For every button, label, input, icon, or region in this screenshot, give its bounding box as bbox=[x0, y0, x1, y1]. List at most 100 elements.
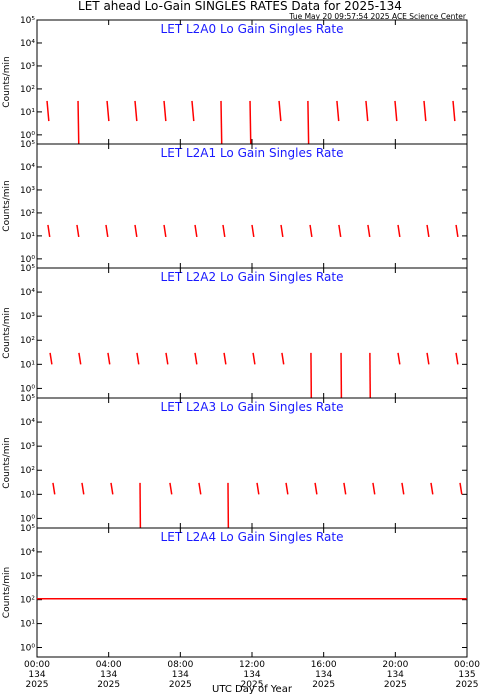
data-line bbox=[430, 482, 434, 495]
y-tick-label: 10² bbox=[20, 336, 35, 346]
data-line bbox=[76, 224, 80, 238]
data-line bbox=[455, 352, 459, 365]
data-line bbox=[426, 224, 430, 238]
data-line bbox=[78, 352, 82, 365]
y-tick-label: 10² bbox=[20, 596, 35, 606]
data-line bbox=[309, 224, 313, 238]
y-tick-label: 10⁴ bbox=[20, 548, 35, 558]
y-tick-label: 10⁵ bbox=[20, 524, 35, 534]
y-tick-label: 10² bbox=[20, 466, 35, 476]
main-title: LET ahead Lo-Gain SINGLES RATES Data for… bbox=[78, 0, 402, 13]
data-line bbox=[52, 482, 56, 495]
panel-title: LET L2A4 Lo Gain Singles Rate bbox=[161, 530, 344, 544]
data-line bbox=[163, 100, 167, 122]
y-tick-label: 10³ bbox=[20, 572, 35, 582]
x-tick-label: 16:00 134 2025 bbox=[311, 660, 337, 690]
y-tick-label: 10⁴ bbox=[20, 288, 35, 298]
data-line bbox=[338, 224, 342, 238]
data-line bbox=[194, 352, 198, 365]
data-line bbox=[191, 100, 195, 122]
x-axis-label: UTC Day of Year bbox=[212, 684, 293, 695]
data-line bbox=[397, 352, 401, 365]
data-line bbox=[280, 224, 284, 238]
data-line bbox=[314, 482, 318, 495]
y-axis-label: Counts/min bbox=[2, 180, 12, 231]
panel-title: LET L2A3 Lo Gain Singles Rate bbox=[161, 400, 344, 414]
y-tick-label: 10³ bbox=[20, 442, 35, 452]
data-line bbox=[397, 224, 401, 238]
x-tick-label: 00:00 135 2025 bbox=[454, 660, 480, 690]
data-line bbox=[394, 100, 398, 122]
y-tick-label: 10⁴ bbox=[20, 163, 35, 173]
x-tick-label: 12:00 134 2025 bbox=[239, 660, 265, 690]
y-tick-label: 10⁵ bbox=[20, 394, 35, 404]
data-line bbox=[249, 100, 252, 145]
timestamp: Tue May 20 09:57:54 2025 ACE Science Cen… bbox=[288, 12, 467, 21]
data-line bbox=[401, 482, 405, 495]
y-tick-label: 10² bbox=[20, 85, 35, 95]
y-tick-label: 10⁰ bbox=[20, 384, 35, 394]
data-line bbox=[198, 482, 202, 495]
data-line bbox=[285, 482, 289, 495]
data-line bbox=[47, 224, 51, 238]
y-tick-label: 10⁵ bbox=[20, 140, 35, 150]
y-tick-label: 10² bbox=[20, 209, 35, 219]
data-line bbox=[372, 482, 376, 495]
data-line bbox=[278, 100, 282, 122]
data-line bbox=[252, 352, 256, 365]
x-tick-label: 00:00 134 2025 bbox=[24, 660, 50, 690]
y-tick-label: 10¹ bbox=[20, 490, 35, 500]
x-tick-label: 08:00 134 2025 bbox=[167, 660, 193, 690]
data-line bbox=[220, 100, 223, 145]
y-tick-label: 10⁵ bbox=[20, 264, 35, 274]
y-axis-label: Counts/min bbox=[2, 567, 12, 618]
y-tick-label: 10⁵ bbox=[20, 16, 35, 26]
y-tick-label: 10⁰ bbox=[20, 643, 35, 653]
data-line bbox=[77, 100, 80, 145]
data-line bbox=[365, 100, 369, 122]
data-line bbox=[134, 224, 138, 238]
panel-title: LET L2A2 Lo Gain Singles Rate bbox=[161, 270, 344, 284]
data-line bbox=[49, 352, 53, 365]
y-tick-label: 10⁰ bbox=[20, 255, 35, 265]
data-line bbox=[455, 224, 459, 238]
y-tick-label: 10¹ bbox=[20, 620, 35, 630]
data-line bbox=[107, 352, 111, 365]
data-line bbox=[256, 482, 260, 495]
data-line bbox=[169, 482, 173, 495]
panel-title: LET L2A0 Lo Gain Singles Rate bbox=[161, 22, 344, 36]
data-line bbox=[165, 352, 169, 365]
data-line bbox=[367, 224, 371, 238]
y-tick-label: 10³ bbox=[20, 62, 35, 72]
x-tick-label: 04:00 134 2025 bbox=[96, 660, 122, 690]
data-line bbox=[81, 482, 85, 495]
y-axis-label: Counts/min bbox=[2, 437, 12, 488]
data-line bbox=[136, 352, 140, 365]
y-tick-label: 10¹ bbox=[20, 108, 35, 118]
data-line bbox=[223, 352, 227, 365]
y-axis-label: Counts/min bbox=[2, 56, 12, 107]
y-tick-label: 10⁰ bbox=[20, 131, 35, 141]
data-line bbox=[307, 100, 310, 145]
data-line bbox=[110, 482, 114, 495]
y-tick-label: 10³ bbox=[20, 312, 35, 322]
y-tick-label: 10¹ bbox=[20, 232, 35, 242]
data-line bbox=[459, 482, 463, 495]
data-line bbox=[163, 224, 167, 238]
y-tick-label: 10⁴ bbox=[20, 39, 35, 49]
data-line bbox=[105, 224, 109, 238]
x-tick-label: 20:00 134 2025 bbox=[382, 660, 408, 690]
data-line bbox=[423, 100, 427, 122]
data-line bbox=[343, 482, 347, 495]
data-line bbox=[281, 352, 285, 365]
data-line bbox=[194, 224, 198, 238]
data-line bbox=[426, 352, 430, 365]
data-line bbox=[222, 224, 226, 238]
y-tick-label: 10⁰ bbox=[20, 514, 35, 524]
y-tick-label: 10³ bbox=[20, 186, 35, 196]
y-tick-label: 10¹ bbox=[20, 360, 35, 370]
data-line bbox=[134, 100, 138, 122]
data-line bbox=[251, 224, 255, 238]
y-axis-label: Counts/min bbox=[2, 307, 12, 358]
